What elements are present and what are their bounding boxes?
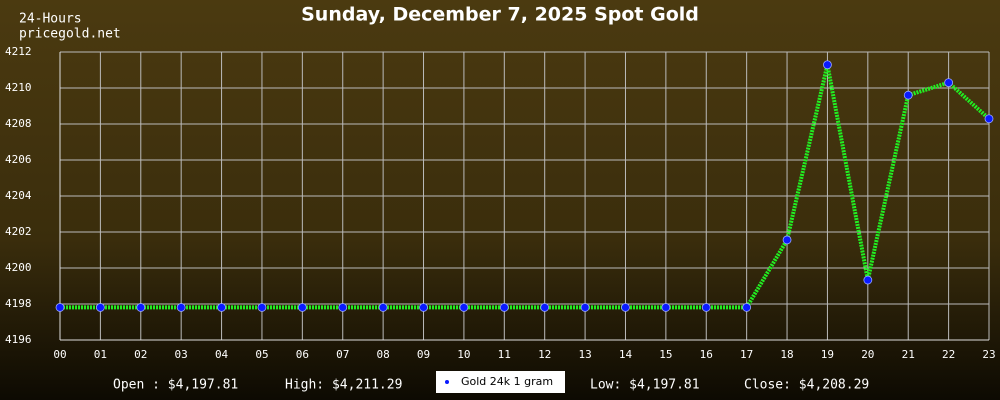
y-tick-label: 4206	[5, 153, 32, 166]
data-point	[540, 303, 550, 312]
legend-box	[436, 371, 565, 393]
summary-close: Close: $4,208.29	[744, 378, 869, 393]
data-point	[661, 303, 671, 312]
data-point	[95, 303, 105, 312]
x-tick-label: 15	[659, 348, 672, 361]
summary-high: High: $4,211.29	[285, 378, 402, 393]
x-tick-label: 19	[821, 348, 834, 361]
data-point	[419, 303, 428, 312]
legend-marker	[445, 380, 449, 384]
chart-title: Sunday, December 7, 2025 Spot Gold	[301, 4, 699, 26]
x-tick-label: 02	[134, 348, 147, 361]
x-tick-label: 18	[780, 348, 793, 361]
series-line	[60, 64, 991, 310]
y-tick-label: 4212	[5, 45, 32, 58]
data-point	[621, 303, 630, 312]
data-point	[257, 303, 267, 312]
x-tick-label: 06	[296, 348, 309, 361]
x-tick-label: 23	[982, 348, 995, 361]
data-point	[55, 303, 65, 312]
data-point	[217, 303, 226, 312]
y-tick-label: 4208	[5, 117, 32, 130]
x-tick-label: 04	[215, 348, 229, 361]
data-point	[944, 78, 954, 87]
legend-label: Gold 24k 1 gram	[461, 375, 553, 388]
x-tick-label: 14	[619, 348, 633, 361]
data-point	[701, 303, 711, 312]
x-tick-label: 11	[498, 348, 511, 361]
x-tick-label: 05	[255, 348, 268, 361]
data-point	[984, 114, 994, 124]
data-point	[499, 303, 509, 312]
x-tick-label: 01	[94, 348, 107, 361]
data-point	[136, 303, 146, 312]
data-point	[782, 235, 792, 245]
x-tick-label: 09	[417, 348, 430, 361]
x-tick-label: 21	[902, 348, 915, 361]
source-label: pricegold.net	[19, 27, 121, 42]
y-tick-label: 4210	[5, 81, 32, 94]
data-point	[176, 303, 186, 312]
x-tick-label: 07	[336, 348, 349, 361]
y-tick-label: 4204	[5, 189, 32, 202]
data-point	[378, 303, 388, 312]
y-tick-label: 4200	[5, 261, 32, 274]
x-tick-label: 08	[377, 348, 390, 361]
x-tick-label: 22	[942, 348, 955, 361]
data-point	[742, 303, 752, 312]
summary-low: Low: $4,197.81	[590, 378, 700, 393]
x-tick-label: 17	[740, 348, 753, 361]
data-point	[903, 90, 913, 100]
x-tick-label: 10	[457, 348, 470, 361]
data-point	[297, 303, 307, 312]
x-tick-label: 00	[53, 348, 66, 361]
x-tick-label: 12	[538, 348, 551, 361]
y-tick-label: 4196	[5, 333, 32, 346]
x-tick-label: 13	[578, 348, 591, 361]
data-point	[338, 303, 348, 312]
data-point	[863, 275, 873, 285]
data-point	[823, 60, 832, 70]
x-tick-label: 20	[861, 348, 874, 361]
y-tick-label: 4198	[5, 297, 32, 310]
x-tick-label: 03	[175, 348, 188, 361]
data-point	[580, 303, 590, 312]
x-tick-label: 16	[700, 348, 713, 361]
data-point	[459, 303, 469, 312]
summary-open: Open : $4,197.81	[113, 378, 238, 393]
source-label: 24-Hours	[19, 12, 82, 27]
y-tick-label: 4202	[5, 225, 32, 238]
